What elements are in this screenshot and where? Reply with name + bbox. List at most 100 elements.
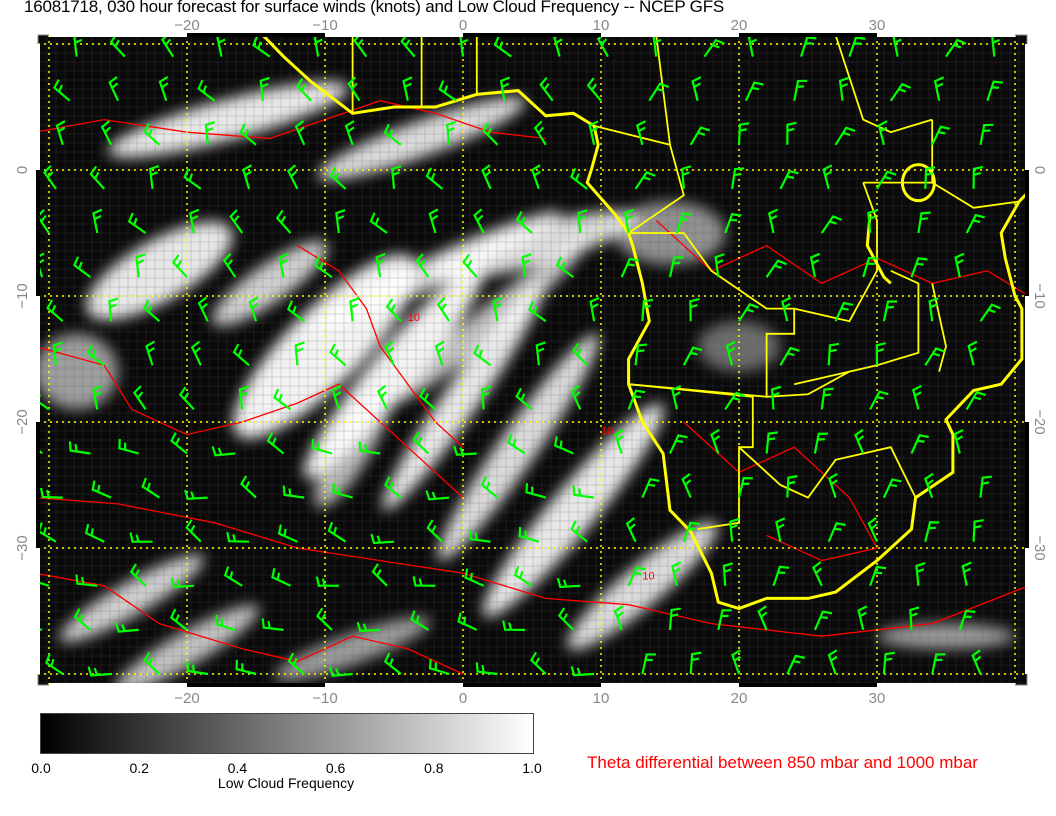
wind-barb — [43, 164, 57, 190]
wind-barb — [216, 35, 227, 57]
wind-barb — [909, 606, 920, 630]
wind-barb — [499, 76, 511, 101]
right-lat-tick-label: −20 — [1031, 409, 1048, 434]
wind-barb — [52, 341, 63, 366]
wind-barb — [717, 609, 732, 631]
wind-barb — [924, 521, 940, 542]
wind-barb — [118, 439, 139, 455]
wind-barb — [714, 253, 725, 278]
wind-barb — [314, 256, 333, 279]
wind-barb — [261, 618, 284, 631]
wind-barb — [882, 478, 902, 499]
wind-barb — [882, 651, 895, 675]
wind-barb — [238, 385, 250, 410]
bottom-lon-tick-label: 10 — [593, 690, 610, 707]
wind-barb — [171, 254, 188, 278]
wind-barb — [820, 215, 843, 234]
wind-barb — [588, 120, 599, 146]
wind-barb — [239, 123, 257, 146]
wind-barb — [862, 256, 879, 278]
wind-barb — [867, 517, 879, 543]
wind-barb — [197, 296, 209, 322]
wind-barb — [294, 341, 305, 366]
wind-barb — [108, 297, 119, 322]
wind-barb — [412, 576, 436, 587]
wind-barb — [539, 76, 554, 102]
contour-label: 10 — [642, 571, 654, 583]
wind-barb — [506, 433, 526, 455]
wind-barb — [327, 521, 347, 543]
wind-barb — [331, 384, 342, 410]
wind-barb — [744, 81, 764, 102]
wind-barb — [371, 563, 388, 587]
wind-barb — [391, 165, 402, 189]
wind-barb — [344, 120, 355, 146]
wind-barb — [513, 566, 533, 587]
wind-barb — [725, 340, 736, 366]
theta-legend: Theta differential between 850 mbar and … — [587, 753, 978, 772]
wind-barb — [641, 653, 656, 675]
wind-barb — [502, 620, 526, 631]
bottom-lon-tick-label: −10 — [312, 690, 337, 707]
wind-barb — [641, 298, 654, 322]
wind-barb — [356, 621, 381, 633]
wind-barb — [572, 342, 588, 367]
colorbar — [40, 713, 534, 754]
wind-barb — [204, 121, 216, 145]
wind-barb — [889, 82, 912, 102]
wind-barb — [682, 346, 703, 366]
bottom-lon-tick-label: 30 — [869, 690, 886, 707]
wind-barb — [38, 208, 50, 234]
wind-barb — [316, 607, 333, 631]
wind-barb — [620, 257, 640, 278]
wind-barb — [376, 384, 389, 410]
wind-barb — [813, 432, 828, 454]
wind-barb — [402, 76, 413, 101]
wind-barb — [958, 609, 976, 631]
wind-barb — [73, 608, 92, 631]
wind-barb — [882, 300, 898, 322]
wind-barb — [384, 476, 402, 499]
wind-barb — [68, 441, 91, 455]
top-lon-tick-label: −10 — [312, 17, 337, 34]
wind-barb — [242, 164, 252, 190]
wind-barb — [75, 574, 98, 587]
right-lat-tick-label: −30 — [1031, 535, 1048, 560]
wind-barb — [72, 256, 92, 278]
wind-barb — [876, 170, 897, 190]
wind-barb — [143, 122, 161, 146]
wind-barb — [190, 340, 202, 366]
wind-barb — [681, 472, 692, 499]
wind-barb — [335, 209, 346, 234]
wind-barb — [820, 387, 834, 410]
wind-barb — [827, 649, 838, 675]
bottom-lon-tick-label: −20 — [174, 690, 199, 707]
wind-barb — [170, 577, 194, 589]
top-lon-tick-label: −20 — [174, 17, 199, 34]
wind-barb — [248, 296, 259, 322]
wind-barb — [515, 387, 533, 411]
wind-barb — [384, 340, 395, 366]
wind-barb — [668, 607, 681, 630]
bottom-lon-tick-label: 20 — [731, 690, 748, 707]
wind-barb — [729, 517, 740, 542]
map-title: 16081718, 030 hour forecast for surface … — [24, 0, 725, 16]
wind-barb — [347, 76, 361, 102]
wind-barb — [965, 213, 985, 234]
wind-barb — [924, 166, 936, 189]
wind-barb — [945, 38, 967, 58]
wind-barb — [857, 605, 868, 631]
wind-barb — [834, 126, 856, 146]
contour-label: 10 — [408, 312, 420, 324]
wind-barb — [786, 475, 798, 498]
wind-barb — [822, 164, 833, 190]
wind-barb — [142, 299, 161, 323]
wind-barb — [141, 477, 161, 499]
wind-barb — [827, 342, 840, 366]
wind-barb — [634, 343, 648, 366]
wind-barb — [232, 343, 250, 367]
wind-barb — [462, 253, 478, 278]
wind-barb — [781, 296, 792, 322]
wind-barb — [492, 296, 503, 322]
wind-barb — [143, 651, 161, 675]
